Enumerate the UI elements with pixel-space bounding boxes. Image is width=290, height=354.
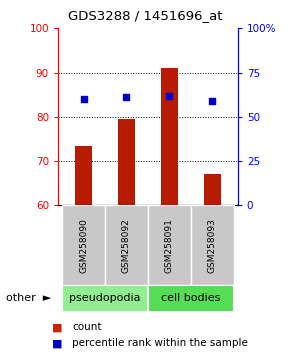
- Text: GSM258091: GSM258091: [165, 218, 174, 273]
- Bar: [62, 285, 148, 312]
- Bar: [105, 205, 148, 285]
- Bar: [148, 205, 191, 285]
- Point: [210, 98, 214, 104]
- Bar: [62, 205, 105, 285]
- Text: percentile rank within the sample: percentile rank within the sample: [72, 338, 248, 348]
- Point: [167, 93, 172, 98]
- Bar: [75, 145, 92, 205]
- Bar: [161, 68, 178, 205]
- Text: GSM258090: GSM258090: [79, 218, 88, 273]
- Bar: [118, 119, 135, 205]
- Text: ■: ■: [52, 338, 63, 348]
- Text: cell bodies: cell bodies: [161, 293, 220, 303]
- Bar: [191, 205, 233, 285]
- Point: [81, 96, 86, 102]
- Bar: [148, 285, 233, 312]
- Text: GSM258092: GSM258092: [122, 218, 131, 273]
- Text: count: count: [72, 322, 102, 332]
- Text: GDS3288 / 1451696_at: GDS3288 / 1451696_at: [68, 9, 222, 22]
- Text: other  ►: other ►: [6, 293, 51, 303]
- Text: pseudopodia: pseudopodia: [69, 293, 141, 303]
- Point: [124, 94, 129, 100]
- Bar: [204, 174, 221, 205]
- Text: GSM258093: GSM258093: [208, 218, 217, 273]
- Text: ■: ■: [52, 322, 63, 332]
